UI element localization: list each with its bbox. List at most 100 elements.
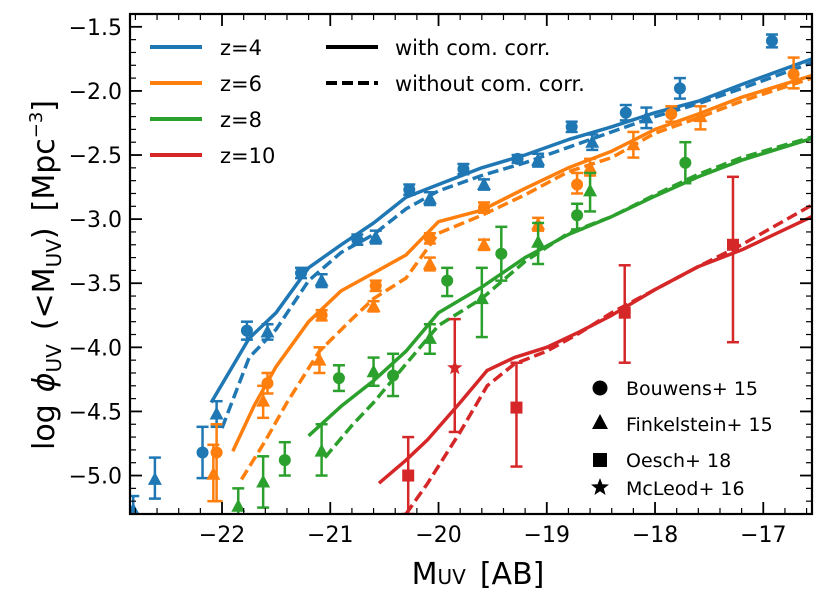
data-point-z4-7 (314, 273, 329, 289)
marker-triangle (206, 466, 221, 480)
data-point-z4-16 (565, 120, 578, 134)
marker-circle (679, 156, 692, 169)
data-point-z4-19 (639, 106, 654, 130)
data-point-z6-3 (256, 384, 271, 420)
curve-without-z6 (240, 76, 812, 481)
marker-triangle (693, 109, 708, 123)
data-point-z10-3 (726, 175, 739, 344)
legend-label-z10: z=10 (220, 144, 275, 168)
legend-circle-marker (592, 380, 608, 396)
data-point-z8-7 (441, 266, 454, 298)
x-tick-label: −22 (199, 523, 245, 548)
data-point-z4-9 (368, 229, 383, 245)
data-point-z8-14 (679, 140, 692, 185)
data-point-z8-0 (278, 440, 291, 477)
data-point-z4-15 (531, 152, 546, 168)
data-point-z4-8 (351, 233, 364, 247)
data-point-z6-12 (571, 171, 584, 195)
marker-circle (495, 247, 508, 260)
legend-label-finkelstein: Finkelstein+ 15 (626, 414, 773, 436)
data-point-z6-10 (477, 201, 490, 214)
marker-circle (565, 120, 578, 133)
marker-circle (196, 446, 209, 459)
data-point-z4-20 (673, 76, 686, 100)
data-point-z8-1 (256, 455, 271, 509)
data-point-z4-6 (295, 266, 308, 280)
marker-triangle (366, 364, 381, 378)
data-point-z6-17 (693, 105, 708, 131)
curve-without-z10 (404, 203, 812, 514)
data-point-z4-17 (585, 133, 600, 152)
data-point-z8-2 (231, 487, 246, 514)
curve-without-z8 (323, 135, 812, 459)
marker-circle (765, 34, 778, 47)
marker-triangle (231, 498, 246, 512)
marker-triangle (260, 324, 275, 338)
marker-triangle (639, 110, 654, 124)
curve-with-z10 (377, 215, 812, 485)
data-point-z6-5 (312, 346, 327, 375)
marker-circle (332, 372, 345, 385)
data-point-z10-0 (402, 435, 415, 514)
style-legend: with com. corr. without com. corr. (326, 36, 585, 96)
data-point-z4-10 (403, 183, 416, 197)
legend-label-z6: z=6 (220, 72, 262, 96)
legend-label-oesch: Oesch+ 18 (626, 450, 731, 472)
data-point-z10-2 (618, 264, 631, 364)
marker-triangle (474, 291, 489, 305)
observed-points (130, 33, 800, 514)
data-point-z4-13 (476, 177, 491, 191)
data-point-z8-9 (495, 225, 508, 282)
y-tick-label: −3.0 (69, 208, 122, 233)
marker-circle (477, 201, 490, 214)
marker-square (618, 306, 631, 319)
data-point-z6-7 (366, 298, 381, 313)
data-point-z8-13 (583, 171, 598, 213)
data-point-z6-1 (206, 443, 221, 503)
data-point-z6-4 (315, 308, 328, 322)
marker-circle (315, 309, 328, 322)
legend-label-z8: z=8 (220, 108, 262, 132)
data-point-z8-3 (332, 364, 345, 393)
data-point-z10-1 (510, 361, 523, 468)
plot-frame (128, 12, 814, 516)
marker-circle (673, 82, 686, 95)
y-tick-label: −1.5 (69, 16, 122, 41)
marker-circle (403, 183, 416, 196)
data-point-z6-8 (423, 231, 436, 245)
data-point-z6-11 (476, 237, 491, 252)
marker-triangle (147, 471, 162, 485)
data-point-z4-12 (457, 162, 470, 176)
data-point-z4-3 (209, 399, 224, 429)
data-point-z8-4 (314, 423, 329, 477)
marker-triangle (531, 234, 546, 248)
marker-circle (441, 274, 454, 287)
legend-label-without-corr: without com. corr. (395, 72, 585, 96)
data-point-z6-15 (626, 130, 641, 159)
marker-triangle (422, 256, 437, 270)
x-tick-label: −21 (307, 523, 353, 548)
marker-triangle (476, 237, 491, 251)
legend-label-bouwens: Bouwens+ 15 (626, 378, 758, 400)
marker-triangle (422, 191, 437, 205)
marker-triangle (422, 330, 437, 344)
data-point-z8-10 (474, 266, 489, 339)
data-point-z10-4 (447, 317, 463, 434)
marker-triangle (531, 152, 546, 166)
marker-circle (787, 68, 800, 81)
model-curves (209, 57, 812, 514)
data-point-z6-9 (422, 256, 437, 272)
data-point-z4-11 (422, 190, 437, 207)
marker-triangle (583, 160, 598, 174)
marker-triangle (130, 502, 140, 514)
y-tick-label: −3.5 (69, 272, 122, 297)
data-point-z4-5 (260, 323, 275, 341)
legend-label-mcleod: McLeod+ 16 (626, 478, 745, 500)
data-point-z8-11 (571, 202, 584, 231)
curve-without-z4 (220, 61, 812, 429)
marker-circle (351, 233, 364, 246)
data-point-z4-14 (511, 152, 524, 165)
marker-triangle (209, 406, 224, 420)
marker-circle (571, 209, 584, 222)
